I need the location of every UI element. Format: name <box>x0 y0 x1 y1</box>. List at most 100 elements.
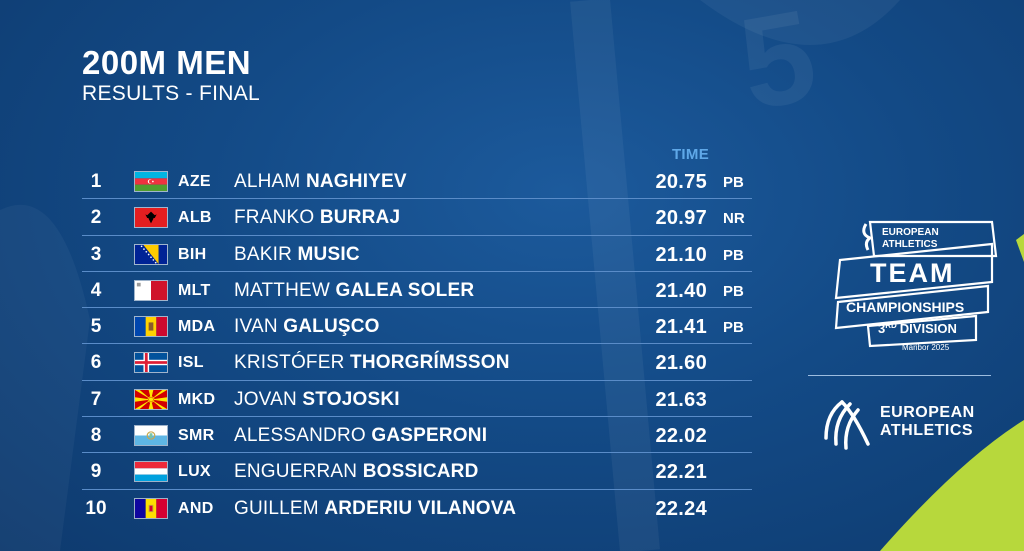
rank: 3 <box>90 243 102 265</box>
rank: 2 <box>90 207 102 229</box>
ea-logo-line2: ATHLETICS <box>880 422 974 439</box>
first-name: IVAN <box>234 316 278 338</box>
last-name: ARDERIU VILANOVA <box>324 497 517 519</box>
country-code: LUX <box>178 463 211 481</box>
athlete-name: BAKIR MUSIC <box>234 244 360 266</box>
table-row: 4 MLT MATTHEW GALEA SOLER 21.40 PB <box>82 272 752 309</box>
first-name: GUILLEM <box>234 497 319 519</box>
result-time: 21.60 <box>655 352 707 375</box>
first-name: MATTHEW <box>234 279 331 301</box>
rank: 5 <box>90 316 102 338</box>
page-title: 200M MEN <box>82 44 252 81</box>
result-time: 21.63 <box>655 388 707 411</box>
rank: 4 <box>90 279 102 301</box>
last-name: GASPERONI <box>371 425 488 447</box>
mkd-flag-icon <box>134 388 168 410</box>
athlete-name: GUILLEM ARDERIU VILANOVA <box>234 498 516 520</box>
first-name: ALESSANDRO <box>234 425 366 447</box>
country-code: AND <box>178 499 214 517</box>
last-name: THORGRÍMSSON <box>350 352 510 374</box>
rank: 6 <box>90 352 102 374</box>
last-name: MUSIC <box>297 243 360 265</box>
first-name: JOVAN <box>234 388 297 410</box>
table-row: 6 ISL KRISTÓFER THORGRÍMSSON 21.60 <box>82 344 752 381</box>
result-time: 21.41 <box>655 316 707 339</box>
result-time: 22.02 <box>655 425 707 448</box>
last-name: STOJOSKI <box>302 388 400 410</box>
athlete-name: JOVAN STOJOSKI <box>234 389 400 411</box>
result-time: 22.21 <box>655 461 707 484</box>
last-name: BOSSICARD <box>362 461 479 483</box>
athlete-name: ENGUERRAN BOSSICARD <box>234 461 479 483</box>
rank: 10 <box>85 497 107 519</box>
first-name: BAKIR <box>234 243 293 265</box>
lux-flag-icon <box>134 461 168 483</box>
result-time: 22.24 <box>655 497 707 520</box>
result-time: 20.97 <box>655 207 707 230</box>
country-code: MKD <box>178 390 216 408</box>
and-flag-icon <box>134 497 168 519</box>
team-championships-logo: EUROPEAN ATHLETICS TEAM CHAMPIONSHIPS 3R… <box>834 220 998 352</box>
record-note: PB <box>723 174 744 191</box>
athlete-name: MATTHEW GALEA SOLER <box>234 280 474 302</box>
table-row: 7 MKD JOVAN STOJOSKI 21.63 <box>82 381 752 418</box>
athlete-name: ALESSANDRO GASPERONI <box>234 425 487 447</box>
result-time: 21.40 <box>655 279 707 302</box>
athlete-name: ALHAM NAGHIYEV <box>234 171 407 193</box>
table-row: 1 AZE ALHAM NAGHIYEV 20.75 PB <box>82 163 752 200</box>
bih-flag-icon <box>134 243 168 265</box>
athlete-name: FRANKO BURRAJ <box>234 207 400 229</box>
team-logo-line1: EUROPEAN <box>882 227 939 238</box>
alb-flag-icon <box>134 207 168 229</box>
rank: 9 <box>90 461 102 483</box>
first-name: ENGUERRAN <box>234 461 358 483</box>
last-name: GALEA SOLER <box>335 279 475 301</box>
aze-flag-icon <box>134 171 168 192</box>
rank: 8 <box>90 425 102 447</box>
record-note: PB <box>723 319 744 337</box>
header: 200M MEN RESULTS - FINAL <box>82 44 260 106</box>
table-row: 2 ALB FRANKO BURRAJ 20.97 NR <box>82 199 752 236</box>
last-name: NAGHIYEV <box>305 171 407 192</box>
first-name: KRISTÓFER <box>234 352 345 374</box>
country-code: AZE <box>178 173 211 190</box>
team-logo-division: DIVISION <box>900 321 957 336</box>
first-name: ALHAM <box>234 171 301 192</box>
record-note: NR <box>723 210 745 228</box>
record-note: PB <box>723 282 744 300</box>
team-logo-line2: ATHLETICS <box>882 239 938 250</box>
table-row: 3 BIH BAKIR MUSIC 21.10 PB <box>82 236 752 272</box>
table-row: 9 LUX ENGUERRAN BOSSICARD 22.21 <box>82 453 752 490</box>
team-logo-team: TEAM <box>870 258 955 288</box>
ea-logo-line1: EUROPEAN <box>880 404 975 421</box>
team-logo-division-sup: RD <box>885 321 897 330</box>
time-column-header: TIME <box>671 146 709 163</box>
first-name: FRANKO <box>234 207 315 229</box>
last-name: GALUŞCO <box>283 316 380 338</box>
country-code: BIH <box>178 245 207 263</box>
table-row: 10 AND GUILLEM ARDERIU VILANOVA 22.24 <box>82 490 752 526</box>
european-athletics-logo: EUROPEAN ATHLETICS <box>820 394 1000 458</box>
table-row: 8 SMR ALESSANDRO GASPERONI 22.02 <box>82 417 752 454</box>
logo-divider <box>808 375 991 376</box>
country-code: SMR <box>178 427 215 445</box>
last-name: BURRAJ <box>319 207 401 229</box>
record-note: PB <box>723 246 744 264</box>
team-logo-division-num: 3 <box>878 321 885 336</box>
country-code: MDA <box>178 318 216 336</box>
country-code: MLT <box>178 281 211 299</box>
team-logo-championships: CHAMPIONSHIPS <box>846 299 964 315</box>
country-code: ALB <box>178 209 212 227</box>
mlt-flag-icon <box>134 279 168 301</box>
result-time: 21.10 <box>655 243 707 266</box>
team-logo-location: Maribor 2025 <box>902 343 950 352</box>
athlete-name: IVAN GALUŞCO <box>234 316 380 338</box>
svg-text:5: 5 <box>730 0 827 138</box>
rank: 7 <box>90 388 102 410</box>
athlete-name: KRISTÓFER THORGRÍMSSON <box>234 352 510 374</box>
european-athletics-emblem-icon <box>824 400 870 450</box>
page-subtitle: RESULTS - FINAL <box>82 82 260 105</box>
results-table: 1 AZE ALHAM NAGHIYEV 20.75 PB 2 ALB FRAN… <box>82 163 752 526</box>
isl-flag-icon <box>134 352 168 374</box>
